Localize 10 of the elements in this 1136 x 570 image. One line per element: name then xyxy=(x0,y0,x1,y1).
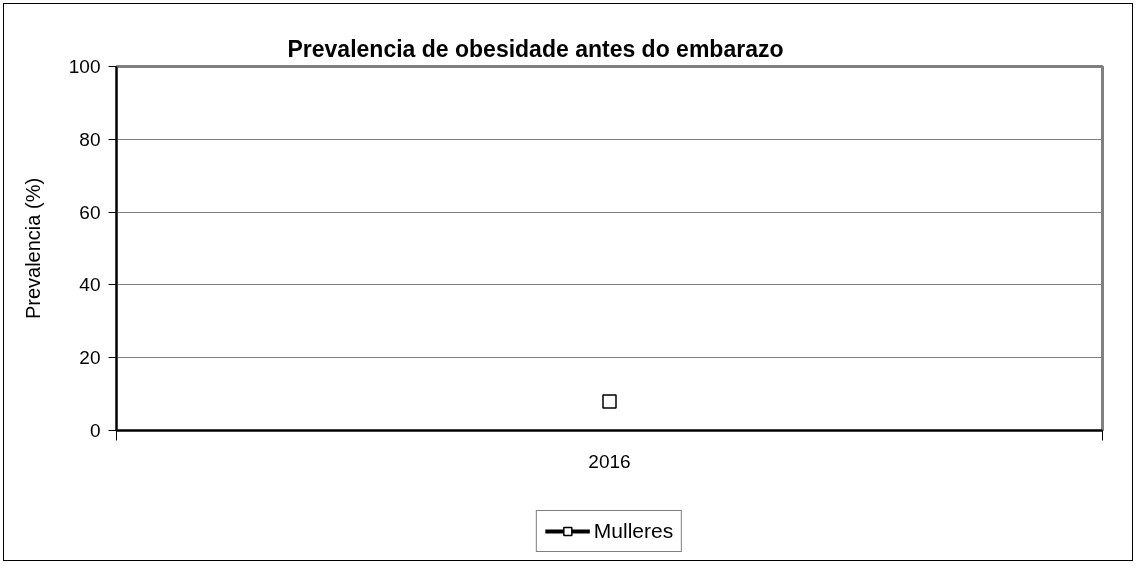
legend-label: Mulleres xyxy=(593,519,674,543)
y-axis-title: Prevalencia (%) xyxy=(21,177,44,320)
y-tick-label: 80 xyxy=(79,128,101,150)
y-tick-label: 20 xyxy=(79,347,101,369)
y-tick-label: 0 xyxy=(89,420,101,441)
y-tick-label: 40 xyxy=(79,274,101,296)
x-tick-label: 2016 xyxy=(588,450,631,472)
y-tick-label: 60 xyxy=(79,201,101,223)
y-tick-label: 100 xyxy=(68,56,101,77)
chart-title: Prevalencia de obesidade antes do embarazo xyxy=(287,35,784,62)
